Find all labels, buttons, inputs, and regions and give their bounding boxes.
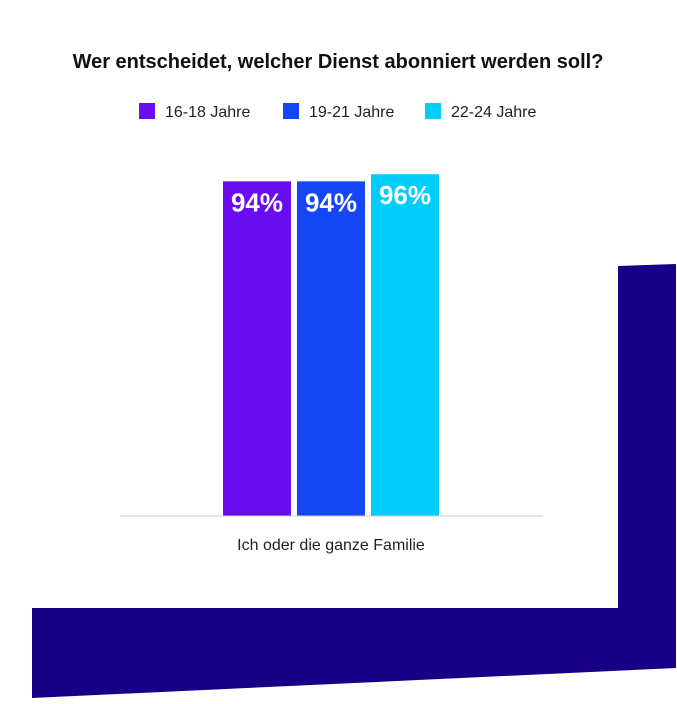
- chart-title: Wer entscheidet, welcher Dienst abonnier…: [73, 51, 604, 73]
- bar-3: [371, 174, 439, 517]
- bar-1: [223, 181, 291, 517]
- legend-label-1: 16-18 Jahre: [165, 104, 250, 121]
- category-label: Ich oder die ganze Familie: [237, 537, 425, 554]
- legend: 16-18 Jahre 19-21 Jahre 22-24 Jahre: [139, 103, 536, 121]
- legend-swatch-1: [139, 103, 155, 119]
- data-label-2: 94%: [305, 187, 357, 217]
- data-label-1: 94%: [231, 187, 283, 217]
- category-labels: Ich oder die ganze Familie: [237, 537, 425, 554]
- legend-label-2: 19-21 Jahre: [309, 104, 394, 121]
- bar-2: [297, 181, 365, 517]
- bars: 94% 94% 96%: [223, 174, 439, 517]
- legend-swatch-2: [283, 103, 299, 119]
- data-label-3: 96%: [379, 180, 431, 210]
- legend-swatch-3: [425, 103, 441, 119]
- decorative-backdrop: [32, 264, 676, 698]
- legend-label-3: 22-24 Jahre: [451, 104, 536, 121]
